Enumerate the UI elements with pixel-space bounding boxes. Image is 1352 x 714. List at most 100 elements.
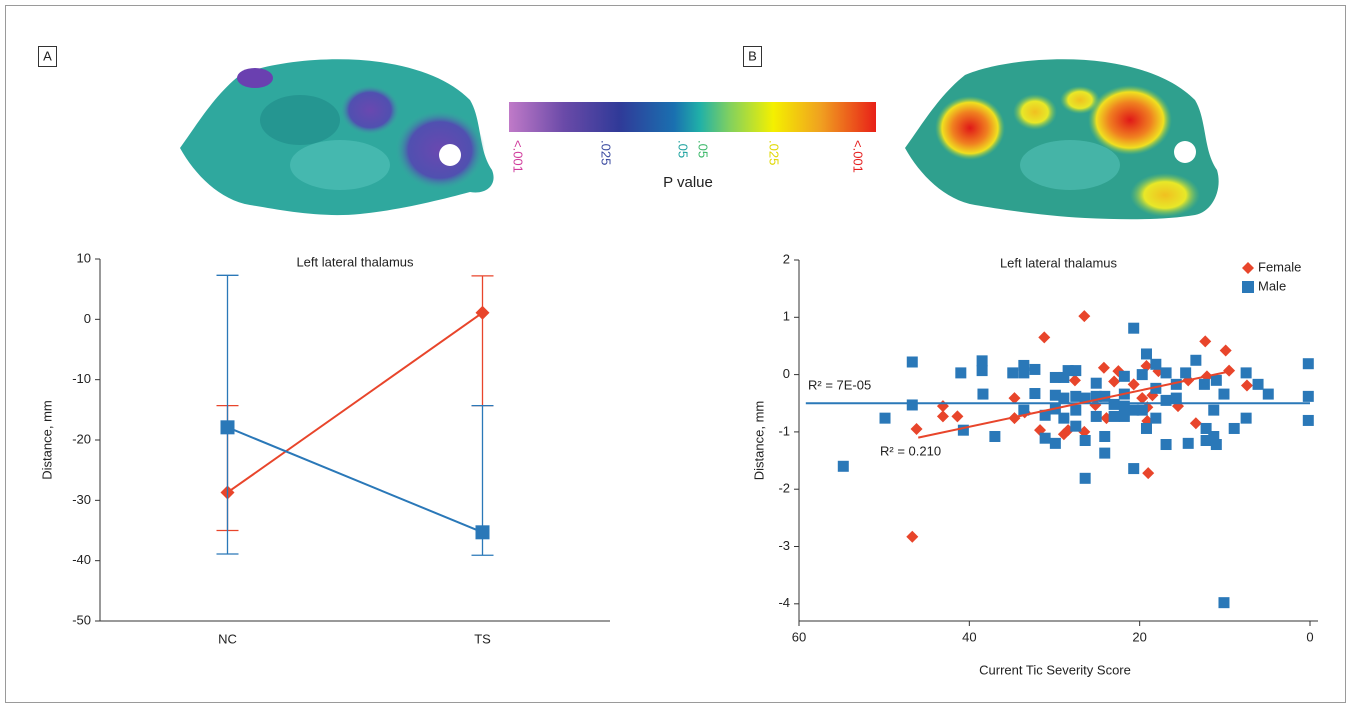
data-point [1058,413,1069,424]
data-point [1211,375,1222,386]
series-line [228,313,483,493]
colorbar-label: .05 [676,140,691,158]
data-point [1218,597,1229,608]
data-point [1091,378,1102,389]
colorbar-label: .05 [696,140,711,158]
colorbar-title: P value [663,174,713,191]
data-point [1241,379,1253,391]
data-point [977,365,988,376]
data-point [1018,367,1029,378]
data-point [1183,438,1194,449]
legend-label: Male [1258,278,1286,293]
fit-label: R² = 0.210 [880,443,941,458]
data-point [1241,413,1252,424]
data-point [221,420,235,434]
y-tick-label: 10 [77,250,91,265]
data-point [1229,423,1240,434]
data-point [906,531,918,543]
data-point [1253,379,1264,390]
data-point [838,461,849,472]
brain-map-left [180,59,494,215]
data-point [1211,439,1222,450]
data-point [476,525,490,539]
data-point [977,355,988,366]
data-point [1080,473,1091,484]
data-point [1137,405,1148,416]
x-axis-label: Current Tic Severity Score [979,662,1131,677]
data-point [1109,411,1120,422]
data-point [1150,413,1161,424]
fit-label: R² = 7E-05 [808,377,871,392]
data-point [1108,375,1120,387]
data-point [907,356,918,367]
y-tick-label: -1 [778,423,790,438]
y-axis-label: Distance, mm [39,400,54,479]
y-tick-label: -10 [72,371,91,386]
data-point [1208,405,1219,416]
data-point [1141,348,1152,359]
y-tick-label: 1 [783,309,790,324]
data-point [1128,323,1139,334]
data-point [1137,369,1148,380]
data-point [880,413,891,424]
data-point [937,400,949,412]
series-line [228,427,483,532]
data-point [1029,388,1040,399]
y-tick-label: 2 [783,251,790,266]
data-point [977,389,988,400]
data-point [1058,393,1069,404]
data-point [1099,448,1110,459]
legend-marker [1242,262,1254,274]
colorbar-label: .025 [767,140,782,165]
data-point [1241,367,1252,378]
data-point [1190,417,1202,429]
data-point [1161,439,1172,450]
data-point [1078,310,1090,322]
data-point [1070,405,1081,416]
y-tick-label: 0 [84,311,91,326]
data-point [1040,433,1051,444]
x-tick-label: NC [218,631,237,646]
data-point [1007,367,1018,378]
data-point [1091,411,1102,422]
legend-marker [1242,281,1254,293]
y-tick-label: -20 [72,431,91,446]
y-axis-label: Distance, mm [751,401,766,480]
y-tick-label: -40 [72,552,91,567]
data-point [937,410,949,422]
data-point [1098,362,1110,374]
data-point [1050,438,1061,449]
data-point [1263,389,1274,400]
figure: A B P value <.001.025.05.05.025<.001Left… [0,0,1352,709]
x-tick-label: 20 [1132,629,1146,644]
data-point [476,306,490,320]
panel-label: B [748,48,757,63]
colorbar-label: <.001 [511,140,526,173]
chart-title: Left lateral thalamus [1000,255,1118,270]
data-point [907,399,918,410]
chart-title: Left lateral thalamus [296,254,414,269]
y-tick-label: -30 [72,492,91,507]
data-point [1070,365,1081,376]
data-point [951,410,963,422]
data-point [1171,393,1182,404]
data-point [1220,345,1232,357]
data-point [911,423,923,435]
data-point [1142,467,1154,479]
data-point [1069,374,1081,386]
data-point [1199,335,1211,347]
data-point [955,367,966,378]
data-point [1119,371,1130,382]
data-point [1080,435,1091,446]
data-point [989,431,1000,442]
data-point [1190,355,1201,366]
legend-label: Female [1258,259,1301,274]
x-tick-label: 40 [962,629,976,644]
data-point [1199,379,1210,390]
data-point [1303,415,1314,426]
data-point [1029,364,1040,375]
colorbar [509,102,876,132]
data-point [1038,331,1050,343]
y-tick-label: -2 [778,481,790,496]
data-point [1303,358,1314,369]
